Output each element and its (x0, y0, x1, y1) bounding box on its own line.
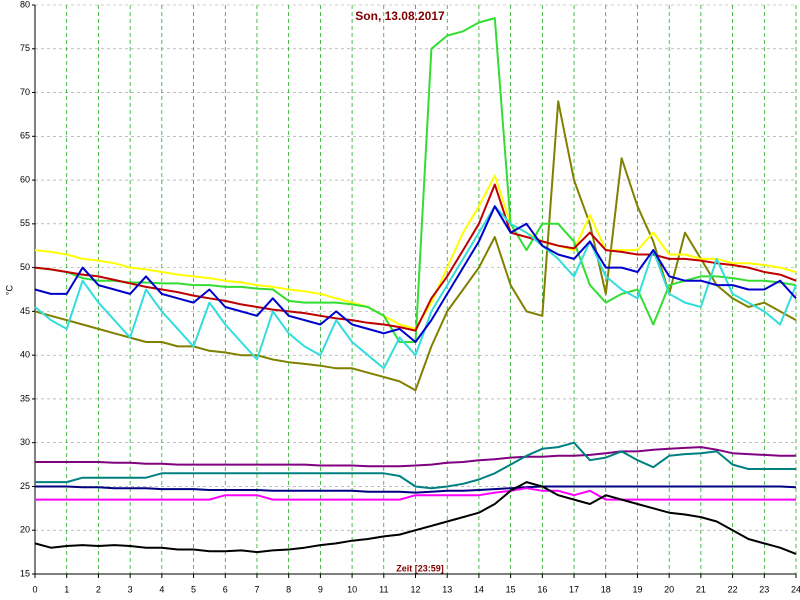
x-tick-label: 5 (191, 584, 196, 594)
x-tick-label: 1 (64, 584, 69, 594)
y-tick-label: 40 (20, 350, 30, 360)
series-line (34, 183, 797, 332)
y-tick-label: 35 (20, 393, 30, 403)
x-tick-label: 12 (410, 584, 420, 594)
x-tick-label: 14 (474, 584, 484, 594)
series-line (34, 205, 797, 370)
y-tick-label: 75 (20, 43, 30, 53)
y-tick-label: 65 (20, 131, 30, 141)
series-line (34, 481, 797, 555)
x-axis-label: Zeit [23:59] (396, 563, 444, 573)
chart-title: Son, 13.08.2017 (355, 9, 445, 23)
y-tick-label: 30 (20, 437, 30, 447)
y-tick-label: 25 (20, 481, 30, 491)
x-tick-label: 0 (32, 584, 37, 594)
series-line (35, 441, 796, 490)
x-tick-label: 2 (96, 584, 101, 594)
x-tick-label: 9 (318, 584, 323, 594)
series-line (34, 205, 797, 343)
x-tick-label: 18 (601, 584, 611, 594)
y-axis-label: °C (4, 284, 14, 295)
x-tick-label: 16 (537, 584, 547, 594)
x-tick-label: 10 (347, 584, 357, 594)
x-tick-label: 17 (569, 584, 579, 594)
y-tick-label: 60 (20, 174, 30, 184)
y-tick-label: 70 (20, 87, 30, 97)
y-tick-label: 15 (20, 568, 30, 578)
y-tick-label: 55 (20, 218, 30, 228)
x-tick-label: 24 (791, 584, 800, 594)
series-line (35, 485, 797, 494)
x-tick-label: 4 (159, 584, 164, 594)
x-tick-label: 6 (223, 584, 228, 594)
x-tick-label: 21 (696, 584, 706, 594)
x-tick-label: 20 (664, 584, 674, 594)
y-tick-label: 50 (20, 262, 30, 272)
series-line (35, 446, 796, 468)
y-tick-label: 45 (20, 306, 30, 316)
x-tick-label: 15 (506, 584, 516, 594)
x-tick-label: 13 (442, 584, 452, 594)
x-tick-label: 22 (728, 584, 738, 594)
y-tick-label: 80 (20, 0, 30, 9)
y-tick-label: 20 (20, 525, 30, 535)
x-tick-label: 8 (286, 584, 291, 594)
x-tick-label: 19 (632, 584, 642, 594)
x-tick-label: 23 (759, 584, 769, 594)
x-tick-label: 7 (254, 584, 259, 594)
x-tick-label: 11 (379, 584, 388, 594)
x-tick-label: 3 (128, 584, 133, 594)
series-line (35, 487, 796, 501)
